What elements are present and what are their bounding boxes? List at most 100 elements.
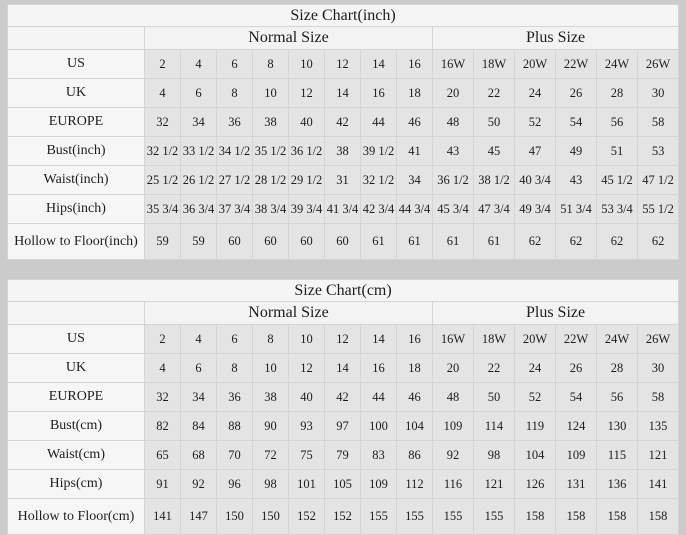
size-cell: 88	[216, 411, 253, 441]
row-label: Hollow to Floor(cm)	[7, 498, 145, 535]
size-cell: 38	[252, 382, 289, 412]
size-cell: 38 3/4	[252, 194, 289, 224]
size-cell: 43	[432, 136, 474, 166]
size-cell: 34	[396, 165, 433, 195]
size-cell: 30	[636, 353, 680, 383]
size-cell: 2	[144, 49, 181, 79]
size-cell: 124	[555, 411, 597, 441]
size-cell: 147	[180, 498, 217, 535]
row-label: Waist(inch)	[7, 165, 145, 195]
size-cell: 58	[636, 107, 680, 137]
size-cell: 112	[396, 469, 433, 499]
size-cell: 97	[324, 411, 361, 441]
size-cell: 155	[432, 498, 474, 535]
size-cell: 98	[252, 469, 289, 499]
size-cell: 90	[252, 411, 289, 441]
size-cell: 10	[252, 353, 289, 383]
size-cell: 18W	[473, 324, 515, 354]
group-header-row: Normal Size Plus Size	[7, 301, 680, 325]
size-cell: 135	[636, 411, 680, 441]
size-cell: 61	[360, 223, 397, 260]
size-cell: 98	[473, 440, 515, 470]
size-cell: 31	[324, 165, 361, 195]
size-cell: 158	[555, 498, 597, 535]
size-cell: 38	[252, 107, 289, 137]
size-cell: 46	[396, 382, 433, 412]
size-cell: 16	[360, 353, 397, 383]
size-cell: 152	[288, 498, 325, 535]
size-cell: 16	[396, 49, 433, 79]
size-cell: 60	[324, 223, 361, 260]
size-cell: 50	[473, 382, 515, 412]
size-cell: 70	[216, 440, 253, 470]
size-cell: 27 1/2	[216, 165, 253, 195]
size-cell: 45 3/4	[432, 194, 474, 224]
size-cell: 121	[636, 440, 680, 470]
size-cell: 56	[596, 107, 638, 137]
size-cell: 55 1/2	[636, 194, 680, 224]
size-cell: 10	[252, 78, 289, 108]
table-row: Hollow to Floor(cm) 141 147 150 150 152 152 155…	[7, 498, 680, 535]
size-cell: 36	[216, 382, 253, 412]
size-cell: 52	[514, 107, 556, 137]
plus-size-header: Plus Size	[431, 301, 680, 325]
size-cell: 131	[555, 469, 597, 499]
size-cell: 60	[252, 223, 289, 260]
table-row: Waist(cm) 65 68 70 72 75 79 83 86 92 98 104 109 115 12…	[7, 440, 680, 470]
title-row: Size Chart(cm)	[6, 279, 680, 302]
size-cell: 86	[396, 440, 433, 470]
size-cell: 158	[636, 498, 680, 535]
size-cell: 39 1/2	[360, 136, 397, 166]
size-cell: 155	[360, 498, 397, 535]
size-cell: 48	[432, 382, 474, 412]
size-cell: 84	[180, 411, 217, 441]
size-cell: 96	[216, 469, 253, 499]
size-cell: 109	[432, 411, 474, 441]
size-cell: 33 1/2	[180, 136, 217, 166]
size-cell: 82	[144, 411, 181, 441]
size-cell: 93	[288, 411, 325, 441]
size-cell: 6	[180, 353, 217, 383]
size-cell: 35 1/2	[252, 136, 289, 166]
size-chart-cm-table: Size Chart(cm) Normal Size Plus Size US 2…	[6, 279, 680, 535]
row-label: Bust(inch)	[7, 136, 145, 166]
size-cell: 28	[596, 353, 638, 383]
size-cell: 105	[324, 469, 361, 499]
size-cell: 59	[180, 223, 217, 260]
size-cell: 104	[514, 440, 556, 470]
row-label: EUROPE	[7, 107, 145, 137]
table-row: Hips(cm) 91 92 96 98 101 105 109 112 116 121 126 131…	[7, 469, 680, 499]
size-cell: 48	[432, 107, 474, 137]
size-cell: 37 3/4	[216, 194, 253, 224]
table-row: Waist(inch) 25 1/2 26 1/2 27 1/2 28 1/2 29 1/…	[7, 165, 680, 195]
size-cell: 101	[288, 469, 325, 499]
size-cell: 155	[473, 498, 515, 535]
size-cell: 62	[555, 223, 597, 260]
size-cell: 26	[555, 353, 597, 383]
size-cell: 61	[432, 223, 474, 260]
size-cell: 53 3/4	[596, 194, 638, 224]
size-cell: 45 1/2	[596, 165, 638, 195]
size-cell: 8	[216, 78, 253, 108]
size-cell: 40	[288, 107, 325, 137]
size-cell: 50	[473, 107, 515, 137]
size-cell: 10	[288, 49, 325, 79]
size-cell: 42 3/4	[360, 194, 397, 224]
size-cell: 6	[180, 78, 217, 108]
size-cell: 8	[252, 324, 289, 354]
size-cell: 28 1/2	[252, 165, 289, 195]
size-cell: 58	[636, 382, 680, 412]
size-cell: 83	[360, 440, 397, 470]
size-cell: 36 1/2	[432, 165, 474, 195]
size-cell: 12	[288, 353, 325, 383]
size-cell: 46	[396, 107, 433, 137]
size-cell: 36 1/2	[288, 136, 325, 166]
size-cell: 26 1/2	[180, 165, 217, 195]
size-cell: 42	[324, 382, 361, 412]
size-cell: 36 3/4	[180, 194, 217, 224]
size-cell: 121	[473, 469, 515, 499]
size-cell: 20W	[514, 324, 556, 354]
size-cell: 54	[555, 107, 597, 137]
size-cell: 51	[596, 136, 638, 166]
